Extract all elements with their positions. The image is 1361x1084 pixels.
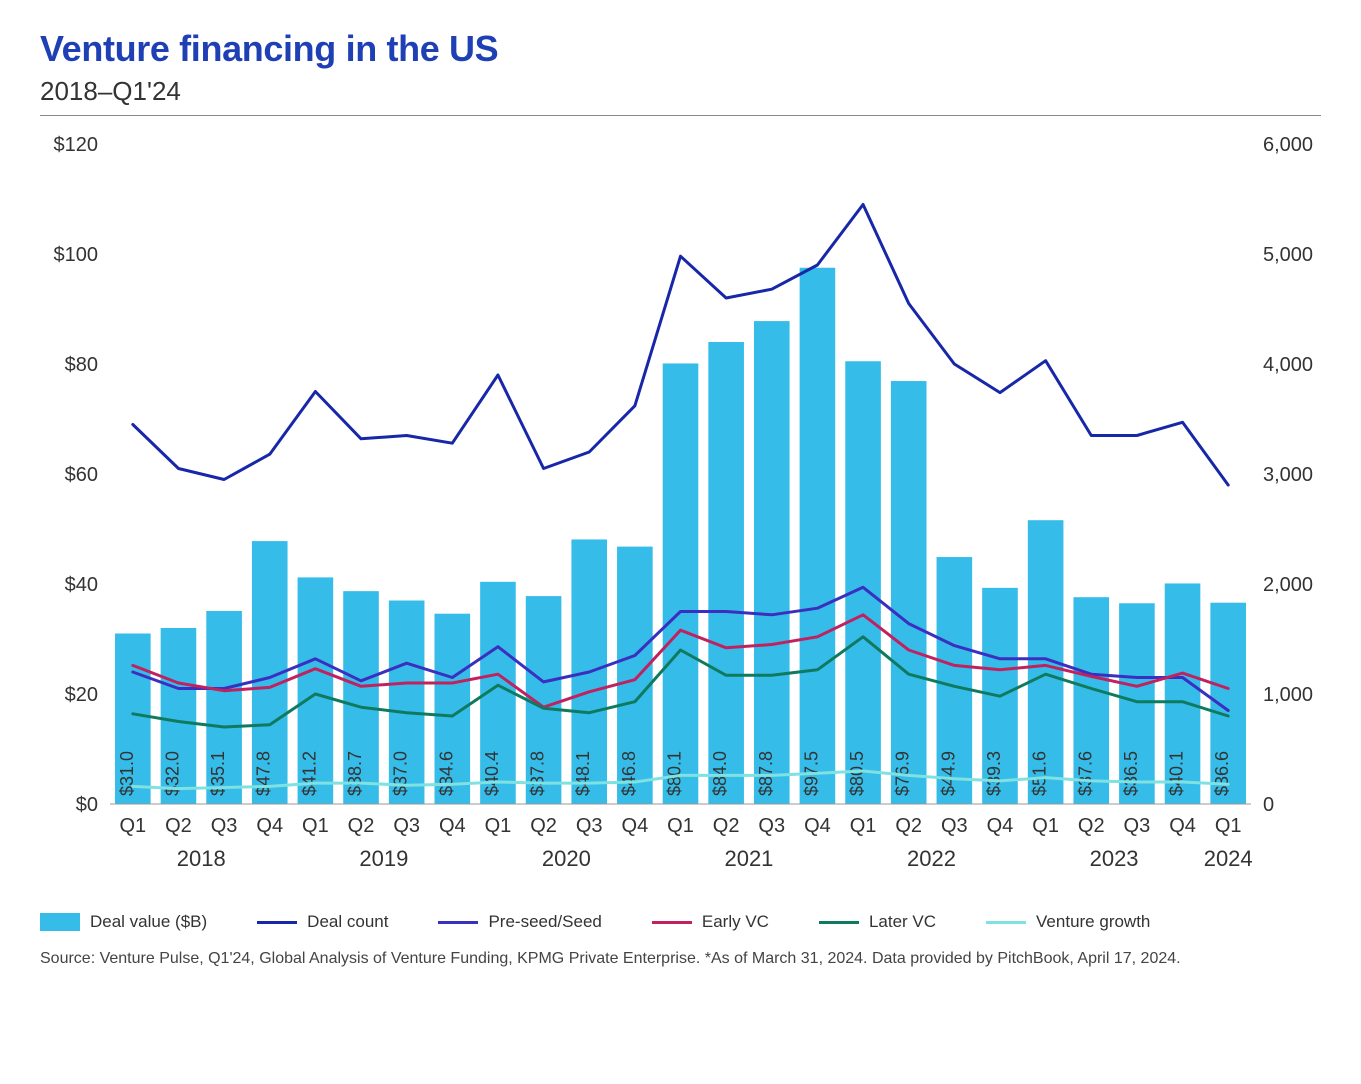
x-quarter-label: Q4: [256, 815, 283, 837]
legend-label: Deal value ($B): [90, 912, 207, 932]
bar-value-label: $37.8: [528, 751, 548, 796]
x-quarter-label: Q2: [530, 815, 557, 837]
legend-label: Venture growth: [1036, 912, 1150, 932]
x-quarter-label: Q3: [1124, 815, 1151, 837]
legend-item: Early VC: [652, 912, 769, 932]
bar-value-label: $84.0: [710, 751, 730, 796]
y-right-tick-label: 3,000: [1263, 464, 1313, 486]
bar-value-label: $44.9: [938, 751, 958, 796]
x-year-label: 2022: [907, 846, 956, 871]
x-quarter-label: Q3: [393, 815, 420, 837]
bar-value-label: $46.8: [619, 751, 639, 796]
bar-value-label: $38.7: [345, 751, 365, 796]
bar-value-label: $87.8: [756, 751, 776, 796]
bar-value-label: $40.1: [1167, 751, 1187, 796]
x-quarter-label: Q3: [758, 815, 785, 837]
legend-item: Venture growth: [986, 912, 1150, 932]
x-year-label: 2021: [724, 846, 773, 871]
legend-item: Deal value ($B): [40, 912, 207, 932]
y-right-tick-label: 2,000: [1263, 574, 1313, 596]
chart-subtitle: 2018–Q1'24: [40, 76, 1321, 116]
x-quarter-label: Q1: [667, 815, 694, 837]
legend-label: Later VC: [869, 912, 936, 932]
legend-item: Later VC: [819, 912, 936, 932]
legend-label: Pre-seed/Seed: [488, 912, 601, 932]
x-quarter-label: Q2: [1078, 815, 1105, 837]
y-right-tick-label: 6,000: [1263, 134, 1313, 156]
x-quarter-label: Q3: [941, 815, 968, 837]
bar-value-label: $37.6: [1075, 751, 1095, 796]
x-quarter-label: Q3: [576, 815, 603, 837]
y-left-tick-label: $60: [65, 464, 98, 486]
y-left-tick-label: $20: [65, 684, 98, 706]
legend-label: Early VC: [702, 912, 769, 932]
chart-container: $31.0$32.0$35.1$47.8$41.2$38.7$37.0$34.6…: [40, 134, 1321, 894]
y-left-tick-label: $100: [54, 244, 99, 266]
bar-value-label: $36.5: [1121, 751, 1141, 796]
x-quarter-label: Q1: [485, 815, 512, 837]
x-quarter-label: Q4: [987, 815, 1014, 837]
bar: [845, 361, 881, 804]
y-right-tick-label: 4,000: [1263, 354, 1313, 376]
legend-item: Pre-seed/Seed: [438, 912, 601, 932]
x-year-label: 2024: [1204, 846, 1253, 871]
legend-swatch-bar: [40, 913, 80, 931]
bar-value-label: $51.6: [1030, 751, 1050, 796]
bar: [891, 381, 927, 804]
y-right-tick-label: 1,000: [1263, 684, 1313, 706]
y-left-tick-label: $80: [65, 354, 98, 376]
x-year-label: 2020: [542, 846, 591, 871]
x-year-label: 2018: [177, 846, 226, 871]
x-quarter-label: Q1: [1032, 815, 1059, 837]
legend-swatch-line: [438, 921, 478, 924]
y-right-tick-label: 0: [1263, 794, 1274, 816]
bar-value-label: $37.0: [391, 751, 411, 796]
bar-value-label: $48.1: [573, 751, 593, 796]
chart-svg: $31.0$32.0$35.1$47.8$41.2$38.7$37.0$34.6…: [40, 134, 1321, 894]
x-quarter-label: Q4: [1169, 815, 1196, 837]
y-right-tick-label: 5,000: [1263, 244, 1313, 266]
y-left-tick-label: $120: [54, 134, 99, 156]
bar: [708, 342, 744, 804]
bar: [800, 268, 836, 804]
bar-value-label: $31.0: [117, 751, 137, 796]
y-left-tick-label: $40: [65, 574, 98, 596]
legend-swatch-line: [986, 921, 1026, 924]
bar: [663, 363, 699, 804]
source-text: Source: Venture Pulse, Q1'24, Global Ana…: [40, 950, 1321, 968]
x-quarter-label: Q4: [439, 815, 466, 837]
chart-legend: Deal value ($B) Deal count Pre-seed/Seed Ea…: [40, 912, 1321, 932]
bar-value-label: $40.4: [482, 751, 502, 796]
x-quarter-label: Q1: [1215, 815, 1242, 837]
bar-value-label: $36.6: [1212, 751, 1232, 796]
x-quarter-label: Q2: [895, 815, 922, 837]
chart-title: Venture financing in the US: [40, 28, 1321, 70]
x-year-label: 2019: [359, 846, 408, 871]
x-quarter-label: Q2: [348, 815, 375, 837]
legend-label: Deal count: [307, 912, 388, 932]
legend-swatch-line: [819, 921, 859, 924]
bar-value-label: $34.6: [436, 751, 456, 796]
x-quarter-label: Q4: [804, 815, 831, 837]
x-quarter-label: Q4: [622, 815, 649, 837]
bar-value-label: $80.1: [665, 751, 685, 796]
x-quarter-label: Q2: [713, 815, 740, 837]
legend-item: Deal count: [257, 912, 388, 932]
x-quarter-label: Q1: [119, 815, 146, 837]
x-year-label: 2023: [1090, 846, 1139, 871]
bar-value-label: $39.3: [984, 751, 1004, 796]
legend-swatch-line: [257, 921, 297, 924]
bar-value-label: $41.2: [299, 751, 319, 796]
x-quarter-label: Q3: [211, 815, 238, 837]
bar-value-label: $80.5: [847, 751, 867, 796]
x-quarter-label: Q1: [302, 815, 329, 837]
legend-swatch-line: [652, 921, 692, 924]
x-quarter-label: Q1: [850, 815, 877, 837]
x-quarter-label: Q2: [165, 815, 192, 837]
y-left-tick-label: $0: [76, 794, 98, 816]
bar-value-label: $47.8: [254, 751, 274, 796]
bar: [754, 321, 790, 804]
